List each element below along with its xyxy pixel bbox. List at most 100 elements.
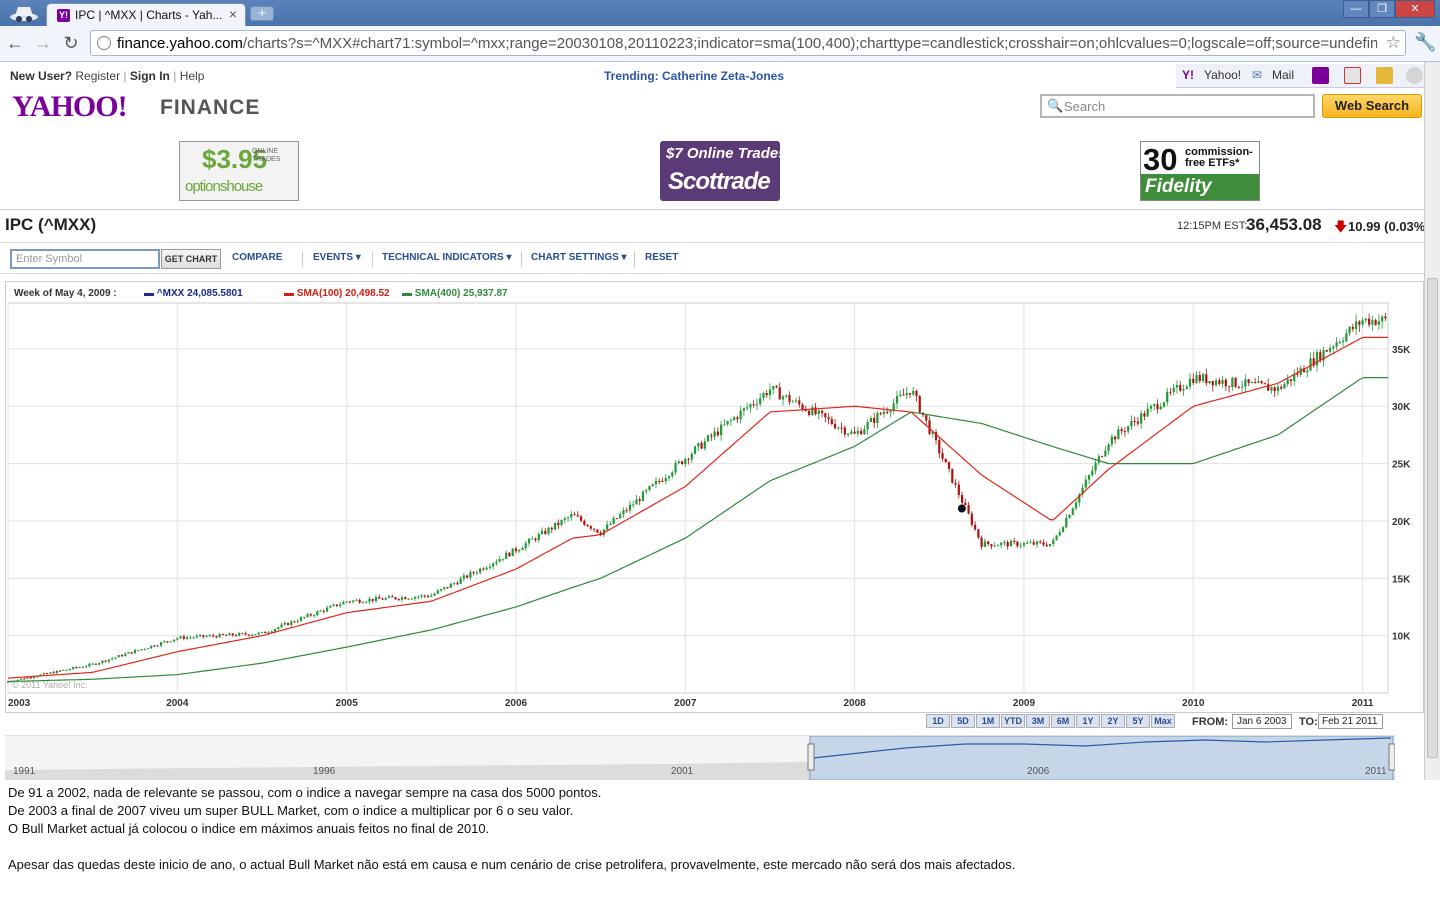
calendar-icon[interactable] [1344, 67, 1361, 84]
range-button-max[interactable]: Max [1151, 714, 1175, 728]
candle-body [322, 610, 325, 612]
chart-frame[interactable] [5, 281, 1424, 713]
range-button-1m[interactable]: 1M [976, 714, 1000, 728]
x-tick-label: 2011 [1352, 698, 1374, 709]
candle-body [703, 441, 706, 449]
candle-body [270, 631, 273, 633]
candle-body [726, 420, 729, 425]
reload-icon[interactable]: ↻ [63, 33, 79, 53]
candle-body [309, 614, 312, 616]
range-button-ytd[interactable]: YTD [1001, 714, 1025, 728]
new-tab-button[interactable]: + [250, 6, 274, 21]
x-tick-label: 2006 [505, 698, 528, 709]
candle-body [1374, 319, 1377, 325]
compare-button[interactable]: COMPARE [232, 252, 283, 263]
from-date-input[interactable]: Jan 6 2003 [1232, 714, 1292, 729]
range-button-3m[interactable]: 3M [1026, 714, 1050, 728]
to-date-input[interactable]: Feb 21 2011 [1318, 714, 1383, 729]
search-input[interactable]: 🔍 Search [1040, 94, 1315, 118]
url-text: finance.yahoo.com/charts?s=^MXX#chart71:… [117, 35, 1377, 52]
page-scrollbar[interactable] [1424, 62, 1440, 780]
candle-body [615, 518, 619, 520]
fidelity-ad[interactable]: 30 commission-free ETFs* Fidelity [1140, 141, 1260, 201]
technical-indicators-menu[interactable]: TECHNICAL INDICATORS ▾ [382, 252, 512, 263]
ad-count: 30 [1143, 142, 1178, 177]
candle-body [85, 666, 88, 668]
range-button-5d[interactable]: 5D [951, 714, 975, 728]
candle-body [830, 419, 833, 425]
help-link[interactable]: Help [179, 69, 205, 83]
browser-tab[interactable]: Y! IPC | ^MXX | Charts - Yah... × [46, 3, 246, 26]
mail-link[interactable]: Mail [1272, 68, 1295, 82]
range-button-2y[interactable]: 2Y [1101, 714, 1125, 728]
candle-body [1361, 320, 1364, 325]
range-button-5y[interactable]: 5Y [1126, 714, 1150, 728]
commentary-line [8, 838, 1208, 856]
candle-body [1104, 450, 1107, 457]
settings-icon[interactable] [1406, 67, 1423, 84]
candle-body [560, 520, 563, 526]
wrench-icon[interactable]: 🔧 [1414, 32, 1437, 52]
candle-body [6, 681, 10, 683]
scrollbar-thumb[interactable] [1427, 278, 1438, 758]
candle-body [641, 491, 645, 502]
range-button-1y[interactable]: 1Y [1076, 714, 1100, 728]
web-search-button[interactable]: Web Search [1322, 94, 1422, 118]
range-button-1d[interactable]: 1D [926, 714, 950, 728]
chart-settings-menu[interactable]: CHART SETTINGS ▾ [531, 252, 627, 263]
candle-body [1087, 475, 1091, 480]
candle-body [1354, 321, 1358, 329]
candle-body [1247, 379, 1250, 383]
candle-body [306, 614, 309, 617]
candle-body [772, 386, 775, 390]
candle-body [45, 673, 49, 675]
bookmark-star-icon[interactable]: ☆ [1385, 33, 1401, 52]
ad-headline: $7 Online Trades [666, 145, 787, 162]
optionshouse-ad[interactable]: $3.95 ONLINE TRADES optionshouse [179, 141, 299, 201]
address-bar[interactable]: finance.yahoo.com/charts?s=^MXX#chart71:… [90, 30, 1406, 56]
candle-body [570, 514, 573, 518]
candle-body [801, 404, 804, 410]
candle-body [1068, 514, 1071, 518]
my-yahoo-icon[interactable] [1312, 67, 1329, 84]
timeline-navigator[interactable]: 1991 1996 2001 2006 2011 [5, 735, 1395, 780]
candle-body [111, 658, 114, 660]
maximize-button[interactable]: ❐ [1369, 0, 1395, 18]
candle-body [391, 596, 394, 598]
minimize-button[interactable]: — [1343, 0, 1369, 18]
close-window-button[interactable]: ✕ [1395, 0, 1435, 18]
legend-sma100: ▬ SMA(100) 20,498.52 [284, 288, 390, 299]
x-axis: 2003 2004 2005 2006 2007 2008 2009 2010 2011 [8, 698, 1374, 709]
scottrade-ad[interactable]: $7 Online Trades Scottrade [660, 141, 787, 201]
back-icon[interactable]: ← [6, 33, 24, 53]
candlesticks [6, 313, 1387, 683]
finance-icon[interactable] [1376, 67, 1393, 84]
range-button-6m[interactable]: 6M [1051, 714, 1075, 728]
candle-body [853, 431, 856, 434]
candle-body [78, 667, 81, 669]
finance-logo[interactable]: FINANCE [160, 96, 261, 119]
candle-body [505, 552, 508, 559]
trending-link[interactable]: Trending: Catherine Zeta-Jones [604, 69, 785, 83]
forward-icon[interactable]: → [34, 33, 52, 53]
sign-in-link[interactable]: Sign In [129, 69, 170, 83]
candle-body [397, 599, 400, 601]
symbol-input[interactable]: Enter Symbol [10, 249, 160, 269]
register-link[interactable]: Register [75, 69, 121, 83]
candle-body [746, 407, 749, 409]
candle-body [221, 633, 225, 635]
yahoo-logo[interactable]: YAHOO! [12, 90, 128, 123]
reset-button[interactable]: RESET [645, 252, 679, 263]
events-menu[interactable]: EVENTS ▾ [313, 252, 361, 263]
tab-close-icon[interactable]: × [228, 6, 237, 22]
yahoo-link[interactable]: Yahoo! [1204, 68, 1242, 82]
candle-body [1237, 386, 1240, 388]
candle-body [264, 631, 267, 634]
candle-body [1351, 326, 1354, 329]
candle-body [847, 433, 850, 435]
candle-body [1254, 382, 1257, 384]
candle-body [185, 637, 189, 639]
get-chart-button[interactable]: GET CHART [161, 249, 221, 269]
candle-body [625, 510, 628, 512]
